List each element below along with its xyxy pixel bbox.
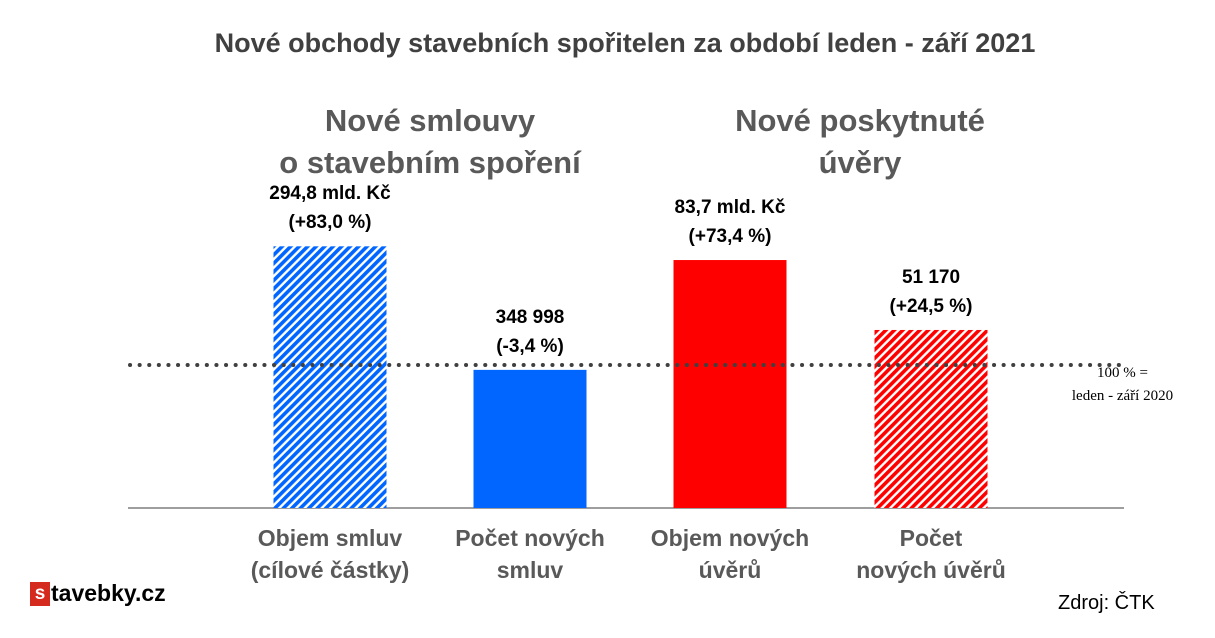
bar-contract-count <box>473 369 587 508</box>
brand-logo-name: tavebky.cz <box>51 580 166 606</box>
source-note: Zdroj: ČTK <box>1058 592 1155 614</box>
bar-value-label-contract-count: 348 998 (-3,4 %) <box>430 303 630 361</box>
reference-line-label-line1: 100 % = <box>1097 365 1148 381</box>
category-label-loan-volume: Objem nových úvěrů <box>620 522 840 586</box>
bar-value-label-amount: 294,8 mld. Kč <box>269 183 391 205</box>
reference-line-label: 100 % = leden - září 2020 <box>1030 362 1215 408</box>
bar-value-label-change: (+73,4 %) <box>688 226 772 248</box>
brand-logo-mark: s <box>30 581 50 606</box>
category-label-line1: Počet nových <box>455 525 605 551</box>
category-label-line2: úvěrů <box>698 557 762 583</box>
category-label-line2: nových úvěrů <box>856 557 1006 583</box>
bar-value-label-loan-count: 51 170 (+24,5 %) <box>831 263 1031 321</box>
group-heading-contracts: Nové smlouvy o stavebním spoření <box>250 100 610 184</box>
reference-line-label-line2: leden - září 2020 <box>1071 388 1174 404</box>
category-label-line1: Objem nových <box>650 525 810 551</box>
group-heading-loans-line2: úvěry <box>818 145 902 180</box>
bar-value-label-change: (+24,5 %) <box>889 295 973 317</box>
category-label-line2: (cílové částky) <box>250 557 410 583</box>
group-heading-loans-line1: Nové poskytnuté <box>735 103 985 138</box>
bar-value-label-change: (-3,4 %) <box>496 335 564 357</box>
category-label-line1: Objem smluv <box>257 525 403 551</box>
group-heading-loans: Nové poskytnuté úvěry <box>680 100 1040 184</box>
bar-value-label-amount: 51 170 <box>901 266 961 288</box>
bar-loan-count <box>874 329 988 508</box>
bar-value-label-amount: 83,7 mld. Kč <box>674 197 786 219</box>
category-label-contract-count: Počet nových smluv <box>420 522 640 586</box>
chart-title: Nové obchody stavebních spořitelen za ob… <box>214 28 1036 58</box>
category-label-contract-volume: Objem smluv (cílové částky) <box>220 522 440 586</box>
category-label-line1: Počet <box>899 525 963 551</box>
brand-logo: s tavebky.cz <box>30 580 166 607</box>
group-heading-contracts-line1: Nové smlouvy <box>324 103 536 138</box>
bar-value-label-contract-volume: 294,8 mld. Kč (+83,0 %) <box>230 179 430 237</box>
bar-value-label-change: (+83,0 %) <box>288 212 372 234</box>
bar-contract-volume <box>273 246 387 508</box>
category-label-loan-count: Počet nových úvěrů <box>821 522 1041 586</box>
bar-loan-volume <box>673 260 787 508</box>
group-heading-contracts-line2: o stavebním spoření <box>279 145 581 180</box>
bar-value-label-loan-volume: 83,7 mld. Kč (+73,4 %) <box>630 193 830 251</box>
category-label-line2: smluv <box>496 557 564 583</box>
bar-value-label-amount: 348 998 <box>495 306 565 328</box>
